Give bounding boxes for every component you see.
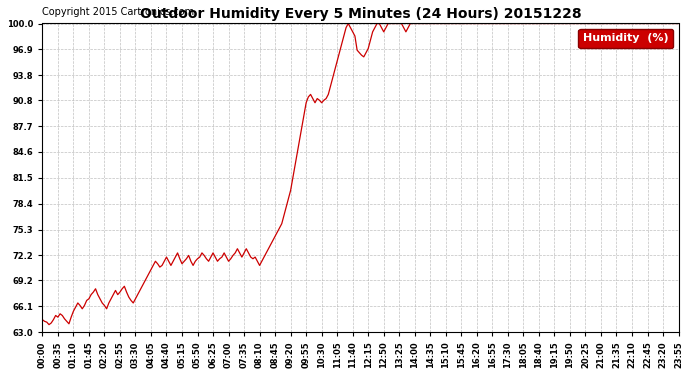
Legend: Humidity  (%): Humidity (%) [578, 29, 673, 48]
Text: Copyright 2015 Cartronics.com: Copyright 2015 Cartronics.com [42, 8, 195, 17]
Title: Outdoor Humidity Every 5 Minutes (24 Hours) 20151228: Outdoor Humidity Every 5 Minutes (24 Hou… [139, 7, 581, 21]
